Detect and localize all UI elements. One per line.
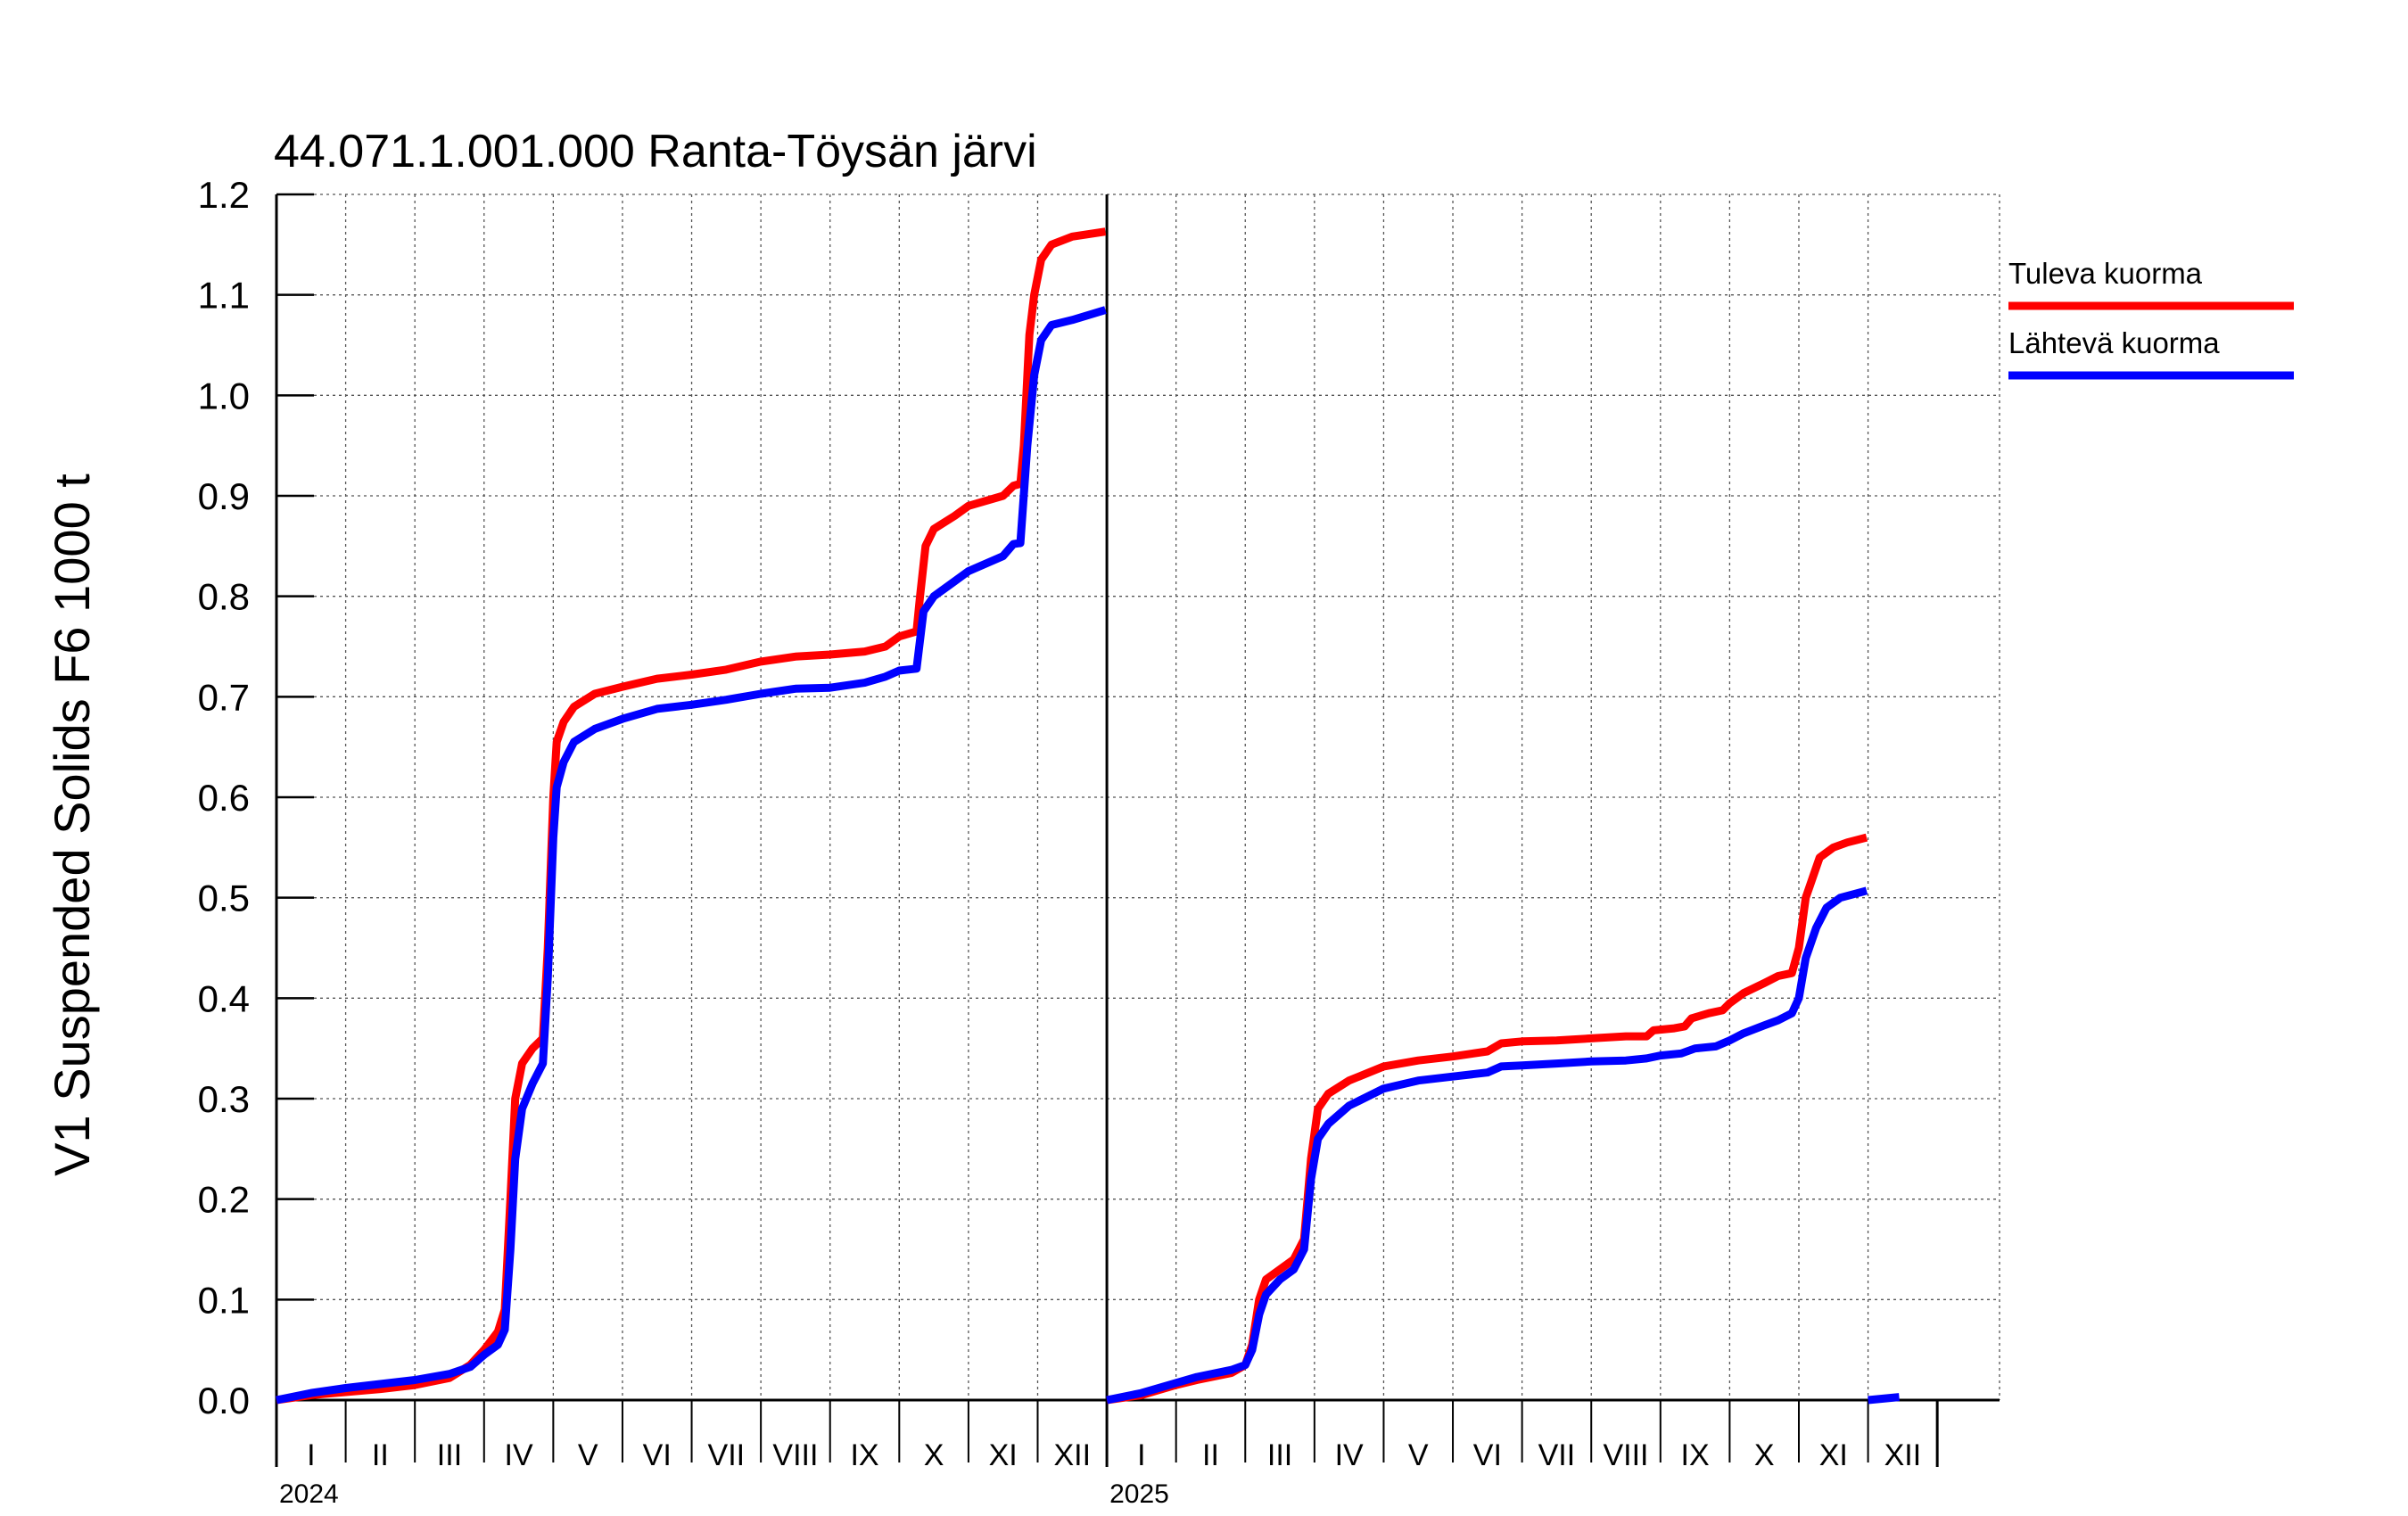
series-line-lahteva xyxy=(1106,886,1868,1405)
month-label: III xyxy=(437,1438,462,1472)
month-label: VIII xyxy=(1603,1438,1648,1472)
month-label: VIII xyxy=(772,1438,818,1472)
series-line-tuleva xyxy=(276,227,1107,1405)
y-tick-label: 0.7 xyxy=(198,676,250,718)
y-tick-label: 0.4 xyxy=(198,977,250,1019)
y-tick-label: 0.9 xyxy=(198,475,250,517)
axes xyxy=(275,193,2000,1467)
month-label: VII xyxy=(708,1438,746,1472)
month-label: X xyxy=(924,1438,944,1472)
y-tick-label: 1.2 xyxy=(198,174,250,216)
month-label: VI xyxy=(643,1438,672,1472)
month-label: II xyxy=(372,1438,389,1472)
month-label: V xyxy=(1408,1438,1429,1472)
month-label: IV xyxy=(505,1438,533,1472)
year-label: 2025 xyxy=(1109,1479,1169,1509)
month-label: II xyxy=(1202,1438,1219,1472)
month-label: III xyxy=(1267,1438,1292,1472)
month-label: VI xyxy=(1473,1438,1502,1472)
legend-label: Lähtevä kuorma xyxy=(2008,326,2220,359)
series-line-tuleva xyxy=(1106,833,1868,1405)
y-ticks: 0.0 0.1 0.2 0.3 0.4 0.5 0.6 0.7 0.8 0.9 1.0 1.1 1.2 xyxy=(198,174,250,1421)
month-label: X xyxy=(1754,1438,1775,1472)
y-tick-label: 0.8 xyxy=(198,576,250,618)
month-label: I xyxy=(1137,1438,1145,1472)
y-tick-label: 1.0 xyxy=(198,375,250,416)
grid xyxy=(276,194,2000,1400)
year-label: 2024 xyxy=(279,1479,339,1509)
y-tick-label: 1.1 xyxy=(198,275,250,317)
y-tick-label: 0.2 xyxy=(198,1179,250,1221)
month-label: XII xyxy=(1054,1438,1092,1472)
month-label: IX xyxy=(1681,1438,1710,1472)
series-lines xyxy=(276,227,1900,1405)
month-label: I xyxy=(307,1438,315,1472)
series-line-lahteva xyxy=(276,306,1107,1405)
chart-title: 44.071.1.001.000 Ranta-Töysän järvi xyxy=(274,126,1037,177)
y-tick-label: 0.3 xyxy=(198,1078,250,1120)
series-line-lahteva xyxy=(1868,1393,1900,1405)
y-tick-label: 0.6 xyxy=(198,777,250,819)
y-tick-label: 0.1 xyxy=(198,1279,250,1321)
y-tick-label: 0.5 xyxy=(198,877,250,919)
month-label: VII xyxy=(1538,1438,1576,1472)
y-axis-label: V1 Suspended Solids F6 1000 t xyxy=(44,474,100,1176)
month-label: IX xyxy=(850,1438,878,1472)
month-label: IV xyxy=(1335,1438,1364,1472)
legend: Tuleva kuorma Lähtevä kuorma xyxy=(2008,257,2294,380)
month-label: V xyxy=(578,1438,598,1472)
y-tick-label: 0.0 xyxy=(198,1380,250,1421)
legend-label: Tuleva kuorma xyxy=(2008,257,2203,290)
month-label: XII xyxy=(1884,1438,1922,1472)
month-label: XI xyxy=(989,1438,1018,1472)
month-label: XI xyxy=(1819,1438,1848,1472)
